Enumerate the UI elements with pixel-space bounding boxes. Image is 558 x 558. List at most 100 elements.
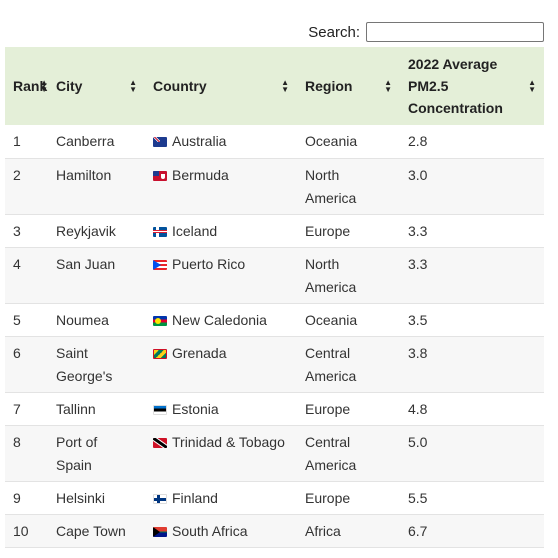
country-name: South Africa [172,522,248,539]
cell-pm25: 3.5 [400,303,544,337]
cell-region: Central America [297,336,400,393]
cell-rank: 10 [5,514,48,548]
header-country[interactable]: Country ▲ ▼ [145,47,297,125]
cell-pm25: 2.8 [400,125,544,159]
region-line1: Central [305,433,351,450]
country-name: Bermuda [172,166,229,183]
sort-arrows-icon: ▲ ▼ [281,78,289,94]
region-line2: America [305,367,357,384]
country-name: Finland [172,489,218,506]
cell-region: Europe [297,392,400,426]
header-pm25-line2: PM2.5 [408,78,449,94]
sort-arrows-icon: ▲ ▼ [40,78,48,94]
country-name: Australia [172,133,227,149]
cell-city: Tallinn [48,392,145,426]
trinidad-tobago-flag-icon [153,437,167,448]
cell-region: Africa [297,514,400,548]
cell-pm25: 4.8 [400,392,544,426]
table-row: 5 Noumea New Caledonia Oceania 3.5 [5,303,544,337]
new-caledonia-flag-icon [153,315,167,326]
cell-pm25: 3.3 [400,214,544,248]
header-city[interactable]: City ▲ ▼ [48,47,145,125]
bermuda-flag-icon [153,170,167,181]
country-name: Trinidad & Tobago [172,433,285,450]
country-name: Grenada [172,344,227,361]
header-city-label: City [56,78,83,94]
cell-country: Bermuda [145,158,297,215]
header-pm25[interactable]: 2022 Average PM2.5 Concentration ▲ ▼ [400,47,544,125]
cell-city: Canberra [48,125,145,159]
cell-rank: 9 [5,481,48,515]
header-country-label: Country [153,78,207,94]
cell-pm25: 3.3 [400,247,544,304]
header-rank-label: Rank [13,78,48,94]
cell-city: Noumea [48,303,145,337]
cell-country: Puerto Rico [145,247,297,304]
city-line2: George's [56,367,113,384]
cell-city: San Juan [48,247,145,304]
cell-pm25: 3.8 [400,336,544,393]
cell-region: Central America [297,425,400,482]
sort-arrows-icon: ▲ ▼ [129,78,137,94]
table-row: 6 Saint George's Grenada Central America 3… [5,336,544,393]
cell-city: Reykjavik [48,214,145,248]
region-line2: America [305,189,357,206]
cell-region: Europe [297,481,400,515]
table-row: 7 Tallinn Estonia Europe 4.8 [5,392,544,426]
cell-region: Oceania [297,303,400,337]
header-pm25-line1: 2022 Average [408,56,498,72]
table-row: 1 Canberra Australia Oceania 2.8 [5,125,544,159]
cell-country: Iceland [145,214,297,248]
cell-rank: 2 [5,158,48,215]
cell-pm25: 5.0 [400,425,544,482]
cell-rank: 1 [5,125,48,159]
sort-arrows-icon: ▲ ▼ [384,78,392,94]
cell-country: Finland [145,481,297,515]
header-pm25-line3: Concentration [408,100,503,116]
table-row: 8 Port of Spain Trinidad & Tobago Central… [5,425,544,482]
cell-rank: 5 [5,303,48,337]
cell-city: Hamilton [48,158,145,215]
city-line1: Saint [56,344,88,361]
table-header-row: Rank ▲ ▼ City ▲ ▼ Country ▲ ▼ Region ▲ ▼ 202… [5,47,544,125]
country-name: New Caledonia [172,311,267,328]
australia-flag-icon [153,137,167,147]
cell-pm25: 3.0 [400,158,544,215]
puerto-rico-flag-icon [153,259,167,270]
region-line1: Central [305,344,351,361]
search-label: Search: [308,23,360,41]
country-name: Puerto Rico [172,255,246,272]
grenada-flag-icon [153,348,167,359]
south-africa-flag-icon [153,526,167,537]
cell-country: Australia [145,125,297,159]
country-name: Iceland [172,222,218,239]
cell-country: Estonia [145,392,297,426]
cell-city: Port of Spain [48,425,145,482]
country-name: Estonia [172,400,219,417]
region-line2: America [305,278,357,295]
search-input[interactable] [366,22,544,42]
region-line1: North [305,255,340,272]
cell-rank: 8 [5,425,48,482]
region-line2: America [305,456,357,473]
pm25-table: Rank ▲ ▼ City ▲ ▼ Country ▲ ▼ Region ▲ ▼ 202… [5,47,544,548]
cell-country: Trinidad & Tobago [145,425,297,482]
cell-pm25: 6.7 [400,514,544,548]
estonia-flag-icon [153,404,167,415]
city-line1: Port of [56,433,98,450]
search-bar: Search: [0,22,544,42]
table-row: 9 Helsinki Finland Europe 5.5 [5,481,544,515]
header-rank[interactable]: Rank ▲ ▼ [5,47,48,125]
iceland-flag-icon [153,226,167,237]
sort-arrows-icon: ▲ ▼ [528,78,536,94]
cell-country: New Caledonia [145,303,297,337]
cell-rank: 4 [5,247,48,304]
header-region[interactable]: Region ▲ ▼ [297,47,400,125]
cell-region: Oceania [297,125,400,159]
cell-city: Cape Town [48,514,145,548]
cell-country: South Africa [145,514,297,548]
finland-flag-icon [153,493,167,504]
table-row: 4 San Juan Puerto Rico North America 3.3 [5,247,544,304]
city-line2: Spain [56,456,92,473]
cell-city: Helsinki [48,481,145,515]
